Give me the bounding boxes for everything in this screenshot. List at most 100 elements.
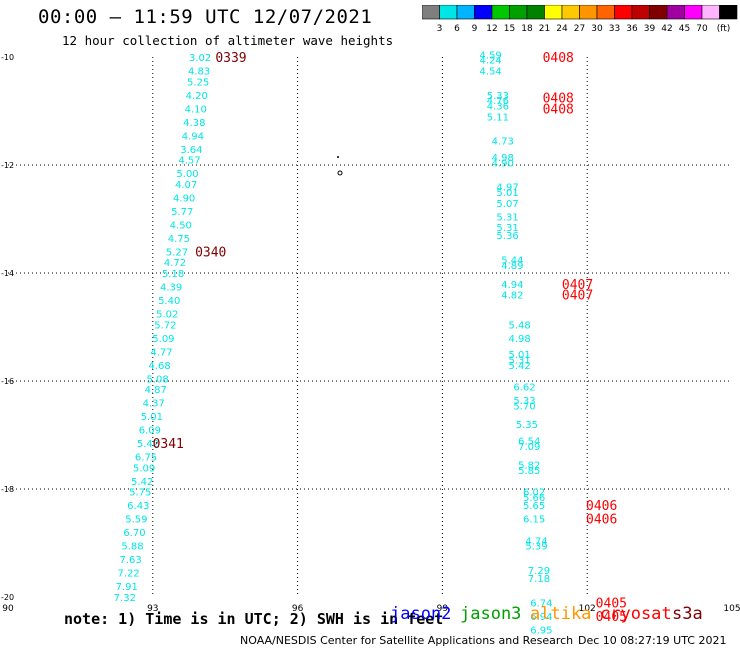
wave-height-label: 5.09 [133, 463, 155, 474]
x-tick-label: 105 [723, 604, 740, 614]
wave-height-label: 6.43 [127, 501, 149, 512]
wave-height-label: 4.38 [183, 118, 205, 129]
wave-height-label: 5.39 [525, 542, 547, 553]
wave-height-label: 3.64 [180, 145, 202, 156]
pass-time-label: 0407 [562, 278, 593, 293]
pass-time-label: 0407 [562, 289, 593, 304]
wave-height-label: 5.66 [523, 493, 545, 504]
wave-height-label: 5.88 [121, 542, 143, 553]
wave-height-label: 4.73 [492, 137, 514, 148]
colorbar-label: 27 [574, 24, 585, 34]
wave-height-label: 4.74 [525, 536, 547, 547]
wave-height-label: 7.32 [114, 593, 136, 604]
pass-time-label: 0408 [543, 102, 574, 117]
legend-jason3: jason3 [460, 604, 522, 624]
wave-height-label: 5.09 [152, 334, 174, 345]
wave-height-label: 5.31 [496, 212, 518, 223]
wave-height-label: 5.07 [496, 199, 518, 210]
wave-height-label: 7.63 [119, 555, 141, 566]
x-tick-label: 96 [292, 604, 304, 614]
legend-jason2: jason2 [390, 604, 452, 624]
colorbar-label: 39 [644, 24, 656, 34]
wave-height-label: 5.42 [508, 361, 530, 372]
wave-height-label: 4.89 [501, 261, 523, 272]
wave-height-label: 5.08 [146, 374, 168, 385]
wave-height-label: 5.31 [496, 223, 518, 234]
chart-subtitle: 12 hour collection of altimeter wave hei… [62, 33, 394, 48]
colorbar-label: 3 [437, 24, 443, 34]
pass-time-label: 0406 [586, 499, 617, 514]
wave-height-label: 5.27 [166, 247, 188, 258]
wave-height-label: 4.76 [487, 96, 509, 107]
wave-height-label: 4.94 [182, 131, 204, 142]
wave-height-label: 5.72 [154, 320, 176, 331]
colorbar-label: 36 [626, 24, 638, 34]
wave-height-label: 4.82 [501, 291, 523, 302]
wave-height-label: 5.35 [516, 420, 538, 431]
wave-height-label: 4.37 [143, 399, 165, 410]
wave-height-label: 6.70 [123, 528, 145, 539]
wave-height-label: 5.18 [162, 269, 184, 280]
colorbar-label: 21 [539, 24, 550, 34]
wave-height-label: 5.00 [176, 169, 198, 180]
wave-height-label: 4.39 [160, 283, 182, 294]
wave-height-label: 5.25 [187, 77, 209, 88]
wave-height-label: 4.98 [492, 153, 514, 164]
colorbar-label: 42 [661, 24, 672, 34]
wave-height-label: 6.09 [139, 426, 161, 437]
wave-height-label: 4.54 [480, 67, 502, 78]
wave-height-label: 4.83 [188, 67, 210, 78]
credit-text: NOAA/NESDIS Center for Satellite Applica… [240, 634, 574, 647]
pass-time-label: 0340 [195, 245, 226, 260]
wave-height-label: 5.44 [501, 256, 523, 267]
wave-height-label: 5.02 [156, 310, 178, 321]
wave-height-label: 7.09 [518, 442, 540, 453]
pass-time-label: 0341 [153, 437, 184, 452]
x-tick-label: 99 [437, 604, 449, 614]
island-dot [337, 156, 339, 158]
colorbar-label: 12 [486, 24, 497, 34]
y-tick-label: -14 [1, 269, 14, 278]
wave-height-label: 3.02 [189, 53, 211, 64]
colorbar-swatch [719, 5, 738, 20]
x-tick-label: 102 [579, 604, 596, 614]
colorbar-label: 6 [454, 24, 460, 34]
wave-height-label: 5.36 [496, 231, 518, 242]
generated-timestamp: Dec 10 08:27:19 UTC 2021 [578, 634, 727, 647]
wave-height-label: 5.77 [171, 207, 193, 218]
wave-height-label: 4.68 [148, 361, 170, 372]
wave-height-label: 4.59 [480, 50, 502, 61]
color-legend: 3 6 9 12 15 18 21 24 27 30 33 36 39 42 45 70 (ft) [422, 5, 738, 34]
wave-height-label: 4.57 [178, 156, 200, 167]
wave-height-label: 5.33 [513, 396, 535, 407]
pass-time-label: 0406 [586, 513, 617, 528]
wave-height-label: 5.42 [137, 439, 159, 450]
pass-time-label: 0405 [596, 596, 627, 611]
wave-height-label: 4.72 [164, 258, 186, 269]
colorbar-label: 18 [521, 24, 533, 34]
y-tick-label: -10 [1, 53, 14, 62]
wave-height-label: 4.24 [480, 56, 502, 67]
wave-height-label: 7.22 [118, 569, 140, 580]
wave-height-label: 6.75 [135, 453, 157, 464]
wave-height-label: 5.33 [487, 91, 509, 102]
y-tick-label: -16 [1, 377, 14, 386]
colorbar-label: 9 [472, 24, 478, 34]
pass-time-label: 0405 [596, 610, 627, 625]
x-tick-label: 90 [2, 604, 14, 614]
footer-note: note: 1) Time is in UTC; 2) SWH is in fe… [64, 610, 444, 628]
wave-height-label: 5.01 [141, 412, 163, 423]
colorbar-label: 15 [504, 24, 515, 34]
wave-height-label: 4.20 [186, 91, 208, 102]
wave-height-label: 4.90 [173, 193, 195, 204]
wave-height-label: 5.82 [518, 461, 540, 472]
colorbar-label: 33 [609, 24, 620, 34]
wave-height-label: 4.77 [150, 347, 172, 358]
wave-height-label: 5.65 [523, 501, 545, 512]
wave-height-label: 6.62 [513, 382, 535, 393]
wave-height-label: 5.01 [496, 188, 518, 199]
colorbar-label: 30 [591, 24, 603, 34]
wave-height-label: 4.98 [508, 334, 530, 345]
y-tick-label: -18 [1, 485, 14, 494]
